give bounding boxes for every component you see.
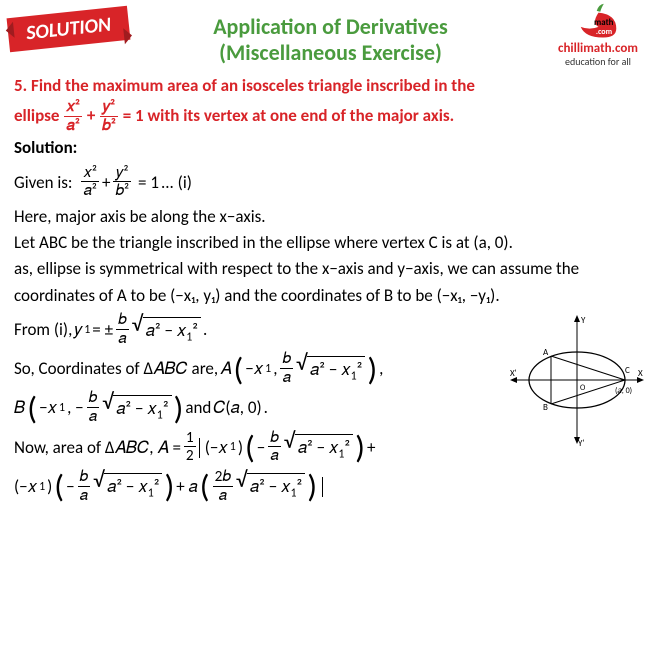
frac-ba-3: 𝑏𝑎 — [87, 390, 100, 426]
frac-ba: 𝑏𝑎 — [116, 312, 129, 348]
coords-line: So, Coordinates of Δ𝐴𝐵𝐶 are, 𝐴 (−𝑥1, 𝑏𝑎 … — [14, 351, 497, 387]
logo: math .com chillimath.com education for a… — [543, 2, 653, 68]
area-line2: (−𝑥1) (− 𝑏𝑎 √𝑎² − 𝑥1² ) + 𝑎 ( 2𝑏𝑎 √𝑎² − … — [14, 469, 647, 505]
frac-y2b2-2: 𝑦²𝑏² — [113, 165, 131, 201]
line-abc: Let ABC be the triangle inscribed in the… — [14, 230, 647, 256]
svg-text:Y: Y — [581, 315, 586, 326]
problem-text1: Find the maximum area of an isosceles tr… — [31, 75, 475, 96]
logo-brand: chillimath.com — [543, 42, 653, 55]
frac-2ba: 2𝑏𝑎 — [213, 469, 233, 505]
sqrt-6: √𝑎² − 𝑥1² — [236, 470, 305, 503]
problem-text3: = 1 with its vertex at one end of the ma… — [123, 105, 454, 126]
svg-text:A: A — [543, 347, 549, 358]
problem-text2: ellipse — [14, 105, 63, 126]
now-area: Now, area of Δ𝐴𝐵𝐶, 𝐴 = — [14, 435, 181, 461]
line-sym: as, ellipse is symmetrical with respect … — [14, 256, 647, 309]
ellipse-diagram: Y Y' X X' A B C O (𝑎, 0) — [507, 313, 647, 448]
problem-number: 5. — [14, 75, 27, 96]
eq-i: ... (i) — [161, 170, 192, 196]
content-body: 5. Find the maximum area of an isosceles… — [0, 67, 661, 505]
svg-text:.com: .com — [595, 27, 612, 37]
so-coords: So, Coordinates of Δ𝐴𝐵𝐶 are, — [14, 356, 218, 382]
given-text: Given is: — [14, 170, 72, 196]
svg-text:X: X — [638, 368, 643, 379]
coords-b-line: 𝐵 (−𝑥1, − 𝑏𝑎 √𝑎² − 𝑥1² ) and 𝐶(𝑎, 0). — [14, 390, 497, 426]
frac-ba-5: 𝑏𝑎 — [78, 469, 91, 505]
dot: . — [203, 317, 207, 343]
frac-x2a2: 𝑥²𝑎² — [64, 99, 82, 135]
solution-label: Solution: — [14, 135, 647, 161]
line-axis: Here, major axis be along the x−axis. — [14, 204, 647, 230]
frac-y2b2: 𝑦²𝑏² — [100, 99, 118, 135]
frac-x2a2-2: 𝑥²𝑎² — [81, 165, 99, 201]
frac-ba-4: 𝑏𝑎 — [268, 430, 281, 466]
sqrt-5: √𝑎² − 𝑥1² — [93, 470, 162, 503]
frac-ba-2: 𝑏𝑎 — [280, 351, 293, 387]
svg-text:B: B — [543, 402, 548, 413]
chilli-icon: math .com — [571, 2, 626, 42]
from-i: From (i), — [14, 317, 72, 343]
sqrt-3: √𝑎² − 𝑥1² — [102, 392, 171, 425]
area-line: Now, area of Δ𝐴𝐵𝐶, 𝐴 = 12 (−𝑥1) (− 𝑏𝑎 √𝑎… — [14, 430, 497, 466]
problem-statement: 5. Find the maximum area of an isosceles… — [14, 73, 647, 136]
svg-text:Y': Y' — [578, 438, 584, 448]
svg-text:O: O — [580, 383, 586, 393]
ribbon-label: SOLUTION — [25, 13, 112, 46]
given-line: Given is: 𝑥²𝑎² + 𝑦²𝑏² = 1 ... (i) — [14, 165, 647, 201]
sqrt-4: √𝑎² − 𝑥1² — [284, 431, 353, 464]
svg-text:(𝑎, 0): (𝑎, 0) — [615, 386, 632, 396]
svg-text:C: C — [625, 365, 630, 376]
from-i-line: From (i), 𝑦1 = ± 𝑏𝑎 √𝑎² − 𝑥1² . — [14, 312, 497, 348]
logo-tagline: education for all — [543, 55, 653, 68]
sqrt-2: √𝑎² − 𝑥1² — [296, 353, 365, 386]
and-text: and — [185, 395, 211, 421]
frac-half: 12 — [184, 430, 196, 466]
svg-text:X': X' — [510, 368, 517, 379]
sqrt-1: √𝑎² − 𝑥1² — [132, 314, 201, 347]
